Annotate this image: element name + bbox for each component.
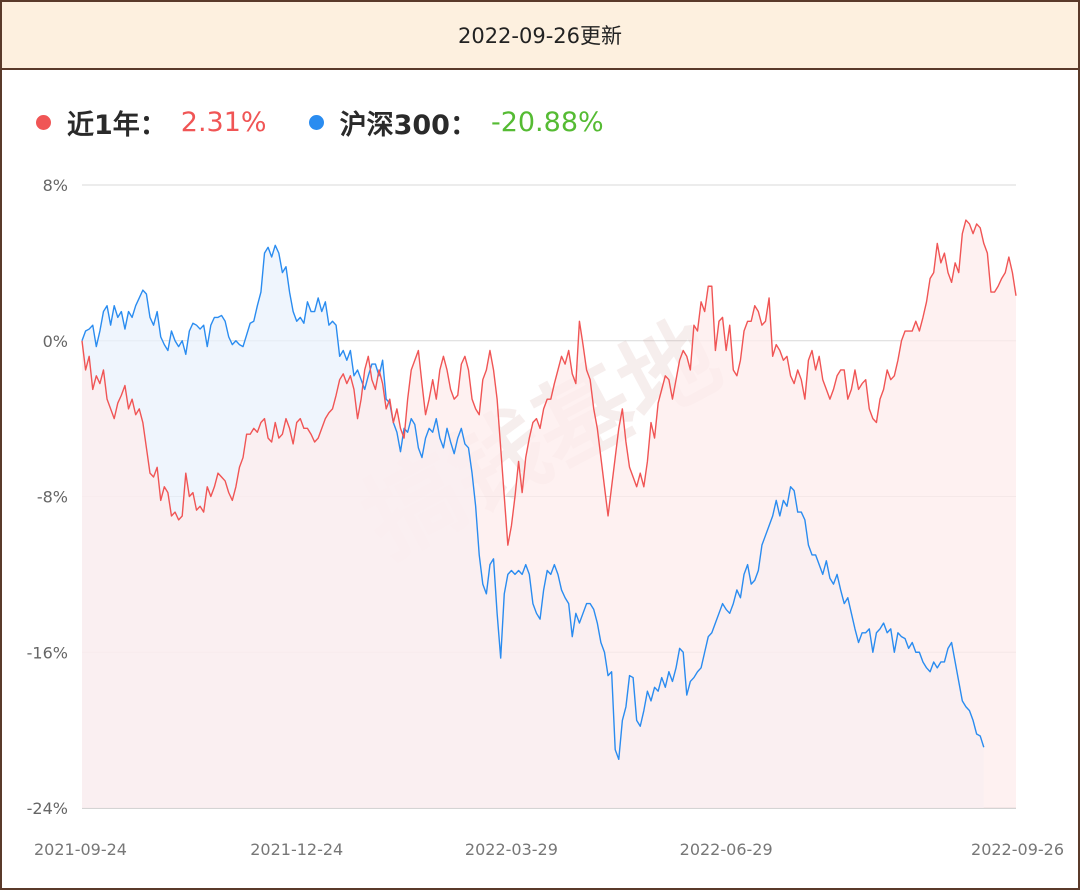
- x-tick-label: 2021-12-24: [250, 840, 343, 859]
- fund-return-value: 2.31%: [180, 106, 267, 138]
- fund-label: 近1年：: [67, 109, 167, 141]
- legend: 近1年： 2.31% 沪深300： -20.88%: [36, 100, 646, 144]
- series-areas: [82, 220, 1016, 809]
- index-return-value: -20.88%: [490, 106, 604, 138]
- update-header: 2022-09-26更新: [2, 2, 1078, 70]
- fund-line: [81, 219, 1017, 546]
- y-tick-label: -24%: [27, 799, 68, 818]
- x-tick-label: 2022-09-26: [971, 840, 1064, 859]
- fund-area: [82, 220, 1016, 809]
- index-dot-icon: [308, 114, 324, 130]
- legend-item-fund[interactable]: 近1年： 2.31%: [36, 103, 267, 142]
- series-lines: [81, 219, 1017, 761]
- update-date-title: 2022-09-26更新: [457, 24, 623, 48]
- x-tick-label: 2021-09-24: [34, 840, 127, 859]
- index-label: 沪深300：: [339, 109, 477, 141]
- y-tick-label: 0%: [43, 332, 68, 351]
- fund-dot-icon: [36, 114, 51, 130]
- y-axis-ticks: 8% 0% -8% -16% -24%: [27, 176, 68, 818]
- x-tick-label: 2022-06-29: [680, 840, 773, 859]
- y-tick-label: -8%: [37, 488, 68, 507]
- x-axis-ticks: 2021-09-24 2021-12-24 2022-03-29 2022-06-29…: [34, 840, 1064, 859]
- legend-item-index[interactable]: 沪深300： -20.88%: [308, 103, 604, 142]
- y-tick-label: -16%: [27, 643, 68, 662]
- y-tick-label: 8%: [43, 176, 68, 195]
- x-tick-label: 2022-03-29: [465, 840, 558, 859]
- index-line: [81, 244, 985, 761]
